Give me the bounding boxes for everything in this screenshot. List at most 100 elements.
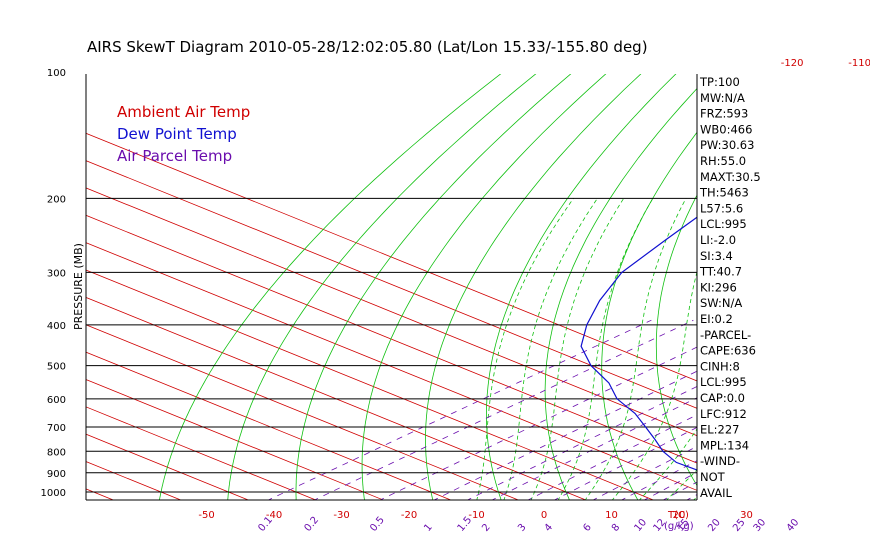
stat-item: AVAIL bbox=[700, 486, 733, 500]
isotherm-line bbox=[86, 324, 519, 500]
moist-adiabat-line bbox=[557, 198, 654, 500]
mixing-ratio-tick-label: 30 bbox=[752, 517, 769, 534]
dry-adiabat-line bbox=[858, 72, 870, 501]
x-axis-label: T(C) bbox=[667, 510, 689, 521]
isotherm-line bbox=[86, 269, 654, 500]
diagram-background-lines bbox=[0, 69, 870, 501]
stat-item: NOT bbox=[700, 470, 726, 484]
mixing-ratio-tick-label: 4 bbox=[543, 522, 556, 534]
stat-item: FRZ:593 bbox=[700, 107, 748, 121]
pressure-tick-label: 1000 bbox=[41, 488, 66, 499]
mixing-ratio-tick-label: 40 bbox=[785, 517, 802, 534]
stat-item: SI:3.4 bbox=[700, 249, 733, 263]
top-temp-tick-label: -120 bbox=[781, 58, 804, 69]
pressure-tick-label: 400 bbox=[47, 321, 66, 332]
stat-item: LI:-2.0 bbox=[700, 233, 736, 247]
legend-item: Ambient Air Temp bbox=[117, 103, 250, 121]
stat-item: -WIND- bbox=[700, 454, 740, 468]
stat-item: EI:0.2 bbox=[700, 312, 733, 326]
pressure-tick-label: 300 bbox=[47, 268, 66, 279]
moist-adiabat-lines bbox=[476, 198, 870, 501]
mixing-ratio-line bbox=[741, 320, 870, 501]
isotherm-line bbox=[86, 242, 697, 491]
stat-item: CAP:0.0 bbox=[700, 391, 745, 405]
pressure-tick-label: 600 bbox=[47, 395, 66, 406]
dry-adiabat-line bbox=[810, 72, 870, 501]
isotherm-line bbox=[86, 406, 316, 500]
stat-item: TP:100 bbox=[699, 75, 740, 89]
bottom-temp-tick-label: -40 bbox=[266, 510, 282, 521]
isotherm-line bbox=[86, 379, 384, 500]
moist-adiabat-line bbox=[584, 198, 687, 500]
isotherm-line bbox=[86, 351, 451, 500]
isotherm-line bbox=[86, 187, 697, 437]
mixing-ratio-tick-label: 0.2 bbox=[302, 515, 321, 534]
chart-title: AIRS SkewT Diagram 2010-05-28/12:02:05.8… bbox=[87, 38, 648, 56]
dry-adiabat-line bbox=[544, 87, 697, 500]
dry-adiabat-line bbox=[760, 72, 852, 501]
mixing-ratio-line bbox=[762, 320, 870, 501]
mixing-ratio-tick-label: 3 bbox=[516, 522, 529, 534]
mixing-ratio-tick-label: 0.5 bbox=[368, 515, 387, 534]
stat-item: PW:30.63 bbox=[700, 138, 754, 152]
moist-adiabat-line bbox=[747, 198, 870, 501]
stat-item: CINH:8 bbox=[700, 359, 740, 373]
pressure-tick-label: 500 bbox=[47, 362, 66, 373]
pressure-tick-label: 200 bbox=[47, 194, 66, 205]
isotherm-line bbox=[86, 488, 114, 500]
mixing-ratio-line bbox=[795, 320, 870, 501]
stat-item: RH:55.0 bbox=[700, 154, 746, 168]
pressure-tick-label: 700 bbox=[47, 423, 66, 434]
stat-item: LCL:995 bbox=[700, 375, 747, 389]
bottom-temp-tick-label: -30 bbox=[333, 510, 349, 521]
stat-item: -PARCEL- bbox=[700, 328, 751, 342]
mixing-ratio-line bbox=[267, 319, 652, 500]
pressure-tick-label: 800 bbox=[47, 447, 66, 458]
stat-item: KI:296 bbox=[700, 280, 737, 294]
moist-adiabat-line bbox=[530, 198, 625, 500]
mixing-ratio-tick-label: 10 bbox=[632, 517, 649, 534]
dry-adiabat-line bbox=[361, 74, 607, 500]
bottom-temp-tick-label: 20 bbox=[673, 510, 686, 521]
stat-item: MW:N/A bbox=[700, 91, 745, 105]
mixing-ratio-tick-label: 1 bbox=[422, 522, 435, 534]
bottom-temp-tick-label: 30 bbox=[740, 510, 753, 521]
isotherm-lines bbox=[0, 69, 697, 500]
moist-adiabat-line bbox=[476, 198, 574, 500]
moist-adiabat-line bbox=[774, 198, 870, 501]
mixing-ratio-line bbox=[313, 319, 694, 500]
legend: Ambient Air Temp Dew Point Temp Air Parcel… bbox=[117, 103, 250, 165]
dry-adiabat-line bbox=[425, 74, 642, 500]
isotherm-line bbox=[0, 69, 46, 500]
stat-item: CAPE:636 bbox=[700, 344, 756, 358]
dry-adiabat-line bbox=[227, 74, 537, 500]
legend-item: Dew Point Temp bbox=[117, 125, 237, 143]
mixing-ratio-line bbox=[527, 414, 697, 500]
stat-item: L57:5.6 bbox=[700, 201, 743, 215]
stat-item: LCL:995 bbox=[700, 217, 747, 231]
dry-adiabat-lines bbox=[159, 72, 870, 501]
dry-adiabat-line bbox=[159, 74, 502, 500]
pressure-tick-label: 100 bbox=[47, 68, 66, 79]
pressure-tick-label: 900 bbox=[47, 469, 66, 480]
isotherm-line bbox=[86, 132, 697, 382]
stat-item: SW:N/A bbox=[700, 296, 742, 310]
stat-item: EL:227 bbox=[700, 423, 740, 437]
dry-adiabat-line bbox=[655, 194, 697, 487]
bottom-temp-tick-label: 0 bbox=[541, 510, 547, 521]
dry-adiabat-line bbox=[295, 74, 572, 500]
stat-item: TH:5463 bbox=[699, 186, 749, 200]
dry-adiabat-line bbox=[601, 131, 697, 500]
bottom-temp-tick-label: -50 bbox=[198, 510, 214, 521]
bottom-temp-tick-label: 10 bbox=[605, 510, 618, 521]
mixing-ratio-unit-label: (g/kg) bbox=[664, 521, 694, 532]
y-axis-label: PRESSURE (MB) bbox=[72, 243, 85, 330]
isotherm-line bbox=[86, 160, 697, 409]
moist-adiabat-line bbox=[638, 428, 697, 500]
stat-item: TT:40.7 bbox=[699, 265, 742, 279]
sounding-series bbox=[580, 216, 697, 471]
mixing-ratio-tick-label: 8 bbox=[610, 522, 623, 534]
stat-item: MAXT:30.5 bbox=[700, 170, 761, 184]
